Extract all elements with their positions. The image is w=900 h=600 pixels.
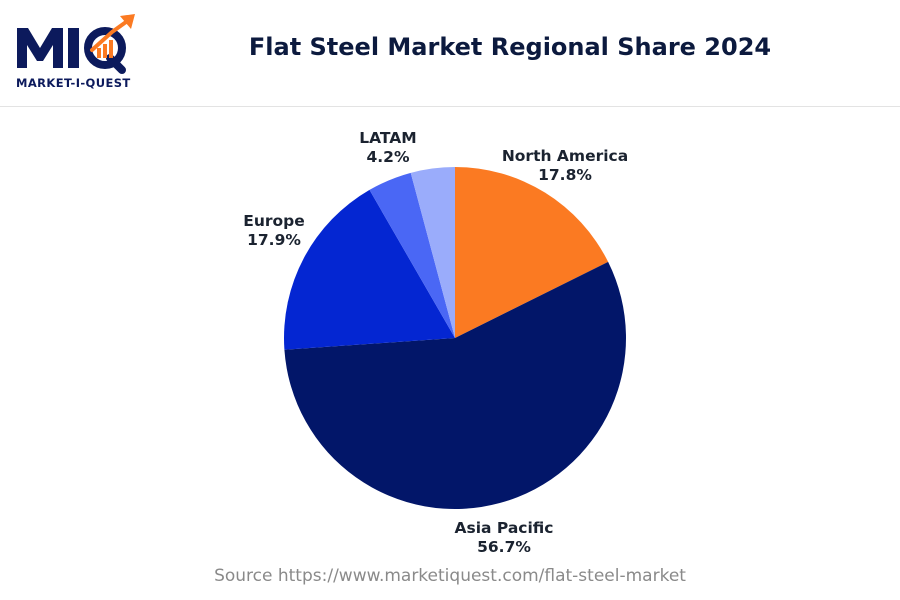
slice-value-latam: 4.2% (367, 148, 410, 166)
pie-slice-north-america (455, 167, 609, 338)
pie-slice-europe (283, 189, 455, 350)
slice-value-asia-pacific: 56.7% (477, 538, 531, 556)
pie-chart: North America 17.8% Asia Pacific 56.7% Europ… (0, 106, 900, 566)
slice-name-north-america: North America (502, 147, 628, 165)
slice-name-latam: LATAM (359, 129, 416, 147)
slice-label-asia-pacific: Asia Pacific 56.7% (455, 519, 554, 556)
header: MARKET-I-QUEST Flat Steel Market Regiona… (0, 0, 900, 107)
logo-mark-icon (17, 14, 135, 74)
brand-logo[interactable]: MARKET-I-QUEST (14, 10, 144, 94)
slice-label-latam: LATAM 4.2% (359, 129, 416, 166)
pie-slice-latam (410, 167, 455, 338)
slice-name-asia-pacific: Asia Pacific (455, 519, 554, 537)
slice-value-europe: 17.9% (247, 231, 301, 249)
slice-label-north-america: North America 17.8% (502, 147, 628, 184)
pie-chart-svg: North America 17.8% Asia Pacific 56.7% Europ… (243, 129, 628, 556)
slice-name-europe: Europe (243, 212, 305, 230)
chart-title: Flat Steel Market Regional Share 2024 (248, 33, 772, 61)
pie-slice-segment-3 (369, 172, 455, 338)
pie-slice-asia-pacific (284, 261, 626, 509)
slice-value-north-america: 17.8% (538, 166, 592, 184)
brand-tagline: MARKET-I-QUEST (16, 76, 131, 90)
slice-label-europe: Europe 17.9% (243, 212, 305, 249)
source-note: Source https://www.marketiquest.com/flat… (214, 566, 686, 586)
